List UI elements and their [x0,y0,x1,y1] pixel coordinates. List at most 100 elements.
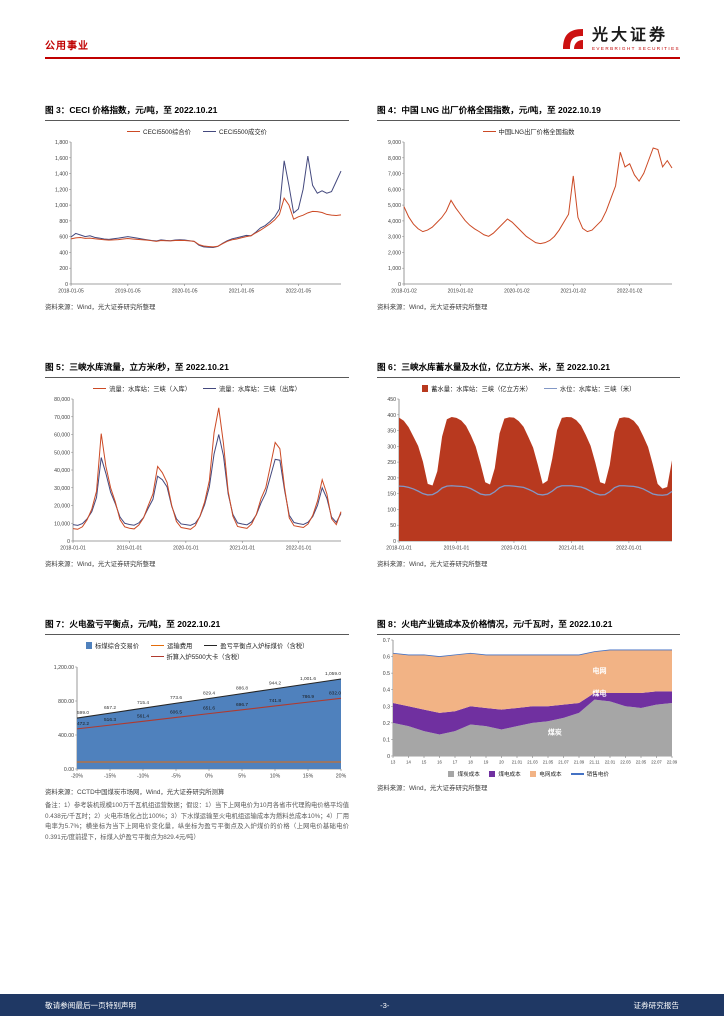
svg-text:50,000: 50,000 [54,450,70,456]
legend-label: 电网成本 [539,772,562,778]
figure-title: 图 6：三峡水库蓄水量及水位，亿立方米、米，至 2022.10.21 [377,361,680,378]
ceci-price-index-chart: 0 200 400 600 800 1,000 1,200 1,400 1,600 1,800 20… [45,137,349,297]
svg-text:200: 200 [59,266,68,272]
svg-text:600: 600 [59,235,68,241]
svg-text:18: 18 [468,760,473,765]
svg-text:2021-01-01: 2021-01-01 [559,546,585,552]
svg-text:2019-01-05: 2019-01-05 [115,289,141,295]
svg-text:2021-01-02: 2021-01-02 [560,289,586,295]
svg-text:0.7: 0.7 [383,638,390,644]
svg-text:0.2: 0.2 [383,721,390,727]
legend-swatch [85,642,93,649]
legend-label: 流量：水库站：三峡（入库） [109,386,191,393]
svg-text:6,000: 6,000 [388,187,401,193]
svg-text:1,200.00: 1,200.00 [54,665,74,671]
svg-text:100: 100 [387,507,396,513]
figure-6: 图 6：三峡水库蓄水量及水位，亿立方米、米，至 2022.10.21 蓄水量：水… [377,361,680,568]
svg-text:1,000: 1,000 [55,203,68,209]
svg-text:-15%: -15% [104,774,116,780]
source-note: 资料来源：Wind，光大证券研究所整理 [377,561,488,568]
chart-svg: 0 50 100 150 200 250 300 350 400 450 2018-01-01 201… [386,397,673,552]
everbright-logo-icon [560,26,586,52]
chart-svg: 0 10,000 20,000 30,000 40,000 50,000 60,000 70,… [54,397,342,552]
svg-text:657.2: 657.2 [104,705,116,711]
svg-text:0.00: 0.00 [64,767,74,773]
legend-label: 运输费用 [167,643,193,650]
svg-text:21.11: 21.11 [589,760,600,765]
chart-svg: 0 200 400 600 800 1,000 1,200 1,400 1,600 1,800 20… [55,140,342,295]
legend-item: 折算入炉5500大卡（含税） [150,652,243,661]
svg-text:696.7: 696.7 [236,702,248,708]
svg-text:20%: 20% [336,774,347,780]
legend-swatch [543,387,557,390]
svg-text:400: 400 [59,250,68,256]
svg-text:715.4: 715.4 [137,700,149,706]
svg-text:1,600: 1,600 [55,156,68,162]
svg-text:561.4: 561.4 [137,713,149,719]
legend-label: 盈亏平衡点入炉标煤价（含税） [220,643,309,650]
svg-text:15: 15 [422,760,427,765]
chart-legend: 标煤综合交易价 运输费用 盈亏平衡点入炉标煤价（含税） 折算入炉5500大卡（含税） [45,641,349,661]
svg-text:2021-01-05: 2021-01-05 [229,289,255,295]
svg-text:0: 0 [65,282,68,288]
svg-text:450: 450 [387,397,396,403]
three-gorges-storage-chart: 0 50 100 150 200 250 300 350 400 450 2018-01-01 201… [377,394,680,554]
svg-text:2,000: 2,000 [388,250,401,256]
chart-legend: 蓄水量：水库站：三峡（亿立方米） 水位：水库站：三峡（米） [377,384,680,393]
svg-text:400.00: 400.00 [58,733,74,739]
legend-label: 标煤综合交易价 [95,643,140,650]
figure-5: 图 5：三峡水库流量，立方米/秒，至 2022.10.21 流量：水库站：三峡（… [45,361,349,568]
svg-text:741.8: 741.8 [269,698,281,704]
legend-label: 水位：水库站：三峡（米） [559,386,636,393]
legend-item: 标煤综合交易价 [85,641,140,650]
figure-3: 图 3：CECI 价格指数，元/吨，至 2022.10.21 CECI5500综… [45,104,349,311]
svg-text:0.5: 0.5 [383,671,390,677]
svg-text:651.6: 651.6 [203,706,215,712]
figure-title: 图 5：三峡水库流量，立方米/秒，至 2022.10.21 [45,361,349,378]
everbright-logo-svg [562,29,583,49]
legend-swatch [447,770,455,778]
legend-label: 煤电成本 [498,772,521,778]
svg-text:0.1: 0.1 [383,737,390,743]
svg-text:2019-01-01: 2019-01-01 [444,546,470,552]
chart-svg: 0 1,000 2,000 3,000 4,000 5,000 6,000 7,000 8,00… [388,140,673,295]
svg-text:886.8: 886.8 [236,686,248,692]
legend-swatch [127,130,141,133]
svg-text:2022-01-02: 2022-01-02 [617,289,643,295]
svg-text:15%: 15% [303,774,314,780]
svg-text:350: 350 [387,429,396,435]
source-note: 资料来源：Wind，光大证券研究所整理 [377,304,488,311]
svg-text:20,000: 20,000 [54,504,70,510]
svg-text:煤电: 煤电 [592,689,606,698]
legend-label: 中国LNG出厂价格全国指数 [498,129,575,136]
svg-text:2018-01-02: 2018-01-02 [391,289,417,295]
svg-text:-5%: -5% [171,774,181,780]
svg-text:10%: 10% [270,774,281,780]
footer-disclaimer: 敬请参阅最后一页特别声明 [45,1000,137,1010]
legend-label: 销售电价 [586,772,610,778]
report-footer: 敬请参阅最后一页特别声明 -3- 证券研究报告 [0,994,724,1016]
svg-text:2018-01-01: 2018-01-01 [386,546,412,552]
legend-item: CECI5500综合价 [127,127,191,136]
legend-swatch [93,387,107,390]
svg-text:3,000: 3,000 [388,235,401,241]
chart-legend: 流量：水库站：三峡（入库） 流量：水库站：三峡（出库） [45,384,349,393]
legend-label: 蓄水量：水库站：三峡（亿立方米） [431,386,532,393]
figure-8: 图 8：火电产业链成本及价格情况，元/千瓦时，至 2022.10.21 0 0.1… [377,618,680,792]
svg-text:22.01: 22.01 [605,760,616,765]
svg-text:2018-01-01: 2018-01-01 [60,546,86,552]
svg-text:4,000: 4,000 [388,219,401,225]
svg-text:1,800: 1,800 [55,140,68,146]
svg-text:2020-01-01: 2020-01-01 [501,546,527,552]
lng-price-index-chart: 0 1,000 2,000 3,000 4,000 5,000 6,000 7,000 8,00… [377,137,680,297]
svg-text:1,001.6: 1,001.6 [300,676,316,682]
legend-item: 流量：水库站：三峡（入库） [93,384,191,393]
svg-text:8,000: 8,000 [388,156,401,162]
svg-text:400: 400 [387,413,396,419]
svg-text:16: 16 [437,760,442,765]
figure-4: 图 4：中国 LNG 出厂价格全国指数，元/吨，至 2022.10.19 中国L… [377,104,680,311]
legend-swatch [204,644,218,647]
coal-power-breakeven-chart: 0.00 400.00 800.00 1,200.00 -20% -15% -10% -5% 0… [45,662,349,782]
legend-item: 销售电价 [570,770,610,778]
figure-title: 图 4：中国 LNG 出厂价格全国指数，元/吨，至 2022.10.19 [377,104,680,121]
